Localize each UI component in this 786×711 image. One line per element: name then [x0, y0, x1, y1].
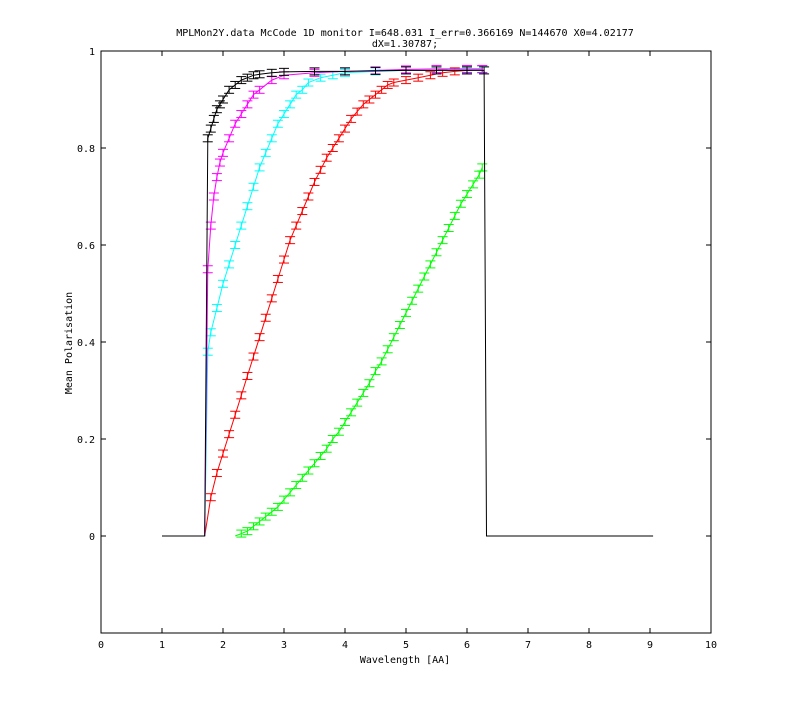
- x-tick-label: 1: [159, 640, 165, 651]
- chart-title-line1: MPLMon2Y.data McCode 1D monitor I=648.03…: [176, 28, 634, 39]
- x-tick-label: 10: [705, 640, 717, 651]
- x-tick-label: 6: [464, 640, 470, 651]
- x-tick-label: 8: [586, 640, 592, 651]
- series-4: [235, 163, 488, 538]
- x-tick-label: 7: [525, 640, 531, 651]
- chart-title-line2: dX=1.30787;: [372, 39, 438, 50]
- series-line: [235, 167, 483, 537]
- y-tick-label: 0.6: [77, 241, 95, 252]
- y-axis-label: Mean Polarisation: [64, 292, 75, 394]
- series-3: [204, 65, 488, 537]
- series-1: [202, 64, 488, 537]
- y-tick-label: 1: [89, 47, 95, 58]
- x-tick-label: 2: [220, 640, 226, 651]
- x-axis-label: Wavelength [AA]: [360, 655, 450, 666]
- series-2: [202, 65, 488, 537]
- y-tick-label: 0.8: [77, 144, 95, 155]
- y-tick-label: 0: [89, 532, 95, 543]
- axis-ticks: 0 1 2 3 4 5 6 7 8 9 10 0 0.2 0.4 0.6 0.8 1: [77, 47, 717, 651]
- series-layer: [162, 64, 654, 538]
- series-line: [162, 69, 654, 537]
- y-tick-label: 0.4: [77, 338, 95, 349]
- series-line: [204, 68, 483, 537]
- series-0: [162, 66, 654, 537]
- x-tick-label: 4: [342, 640, 348, 651]
- series-line: [204, 68, 483, 537]
- y-tick-label: 0.2: [77, 435, 95, 446]
- x-tick-label: 3: [281, 640, 287, 651]
- x-tick-label: 5: [403, 640, 409, 651]
- plot-frame: [100, 50, 712, 634]
- x-tick-label: 0: [98, 640, 104, 651]
- x-tick-label: 9: [647, 640, 653, 651]
- series-line: [204, 68, 483, 537]
